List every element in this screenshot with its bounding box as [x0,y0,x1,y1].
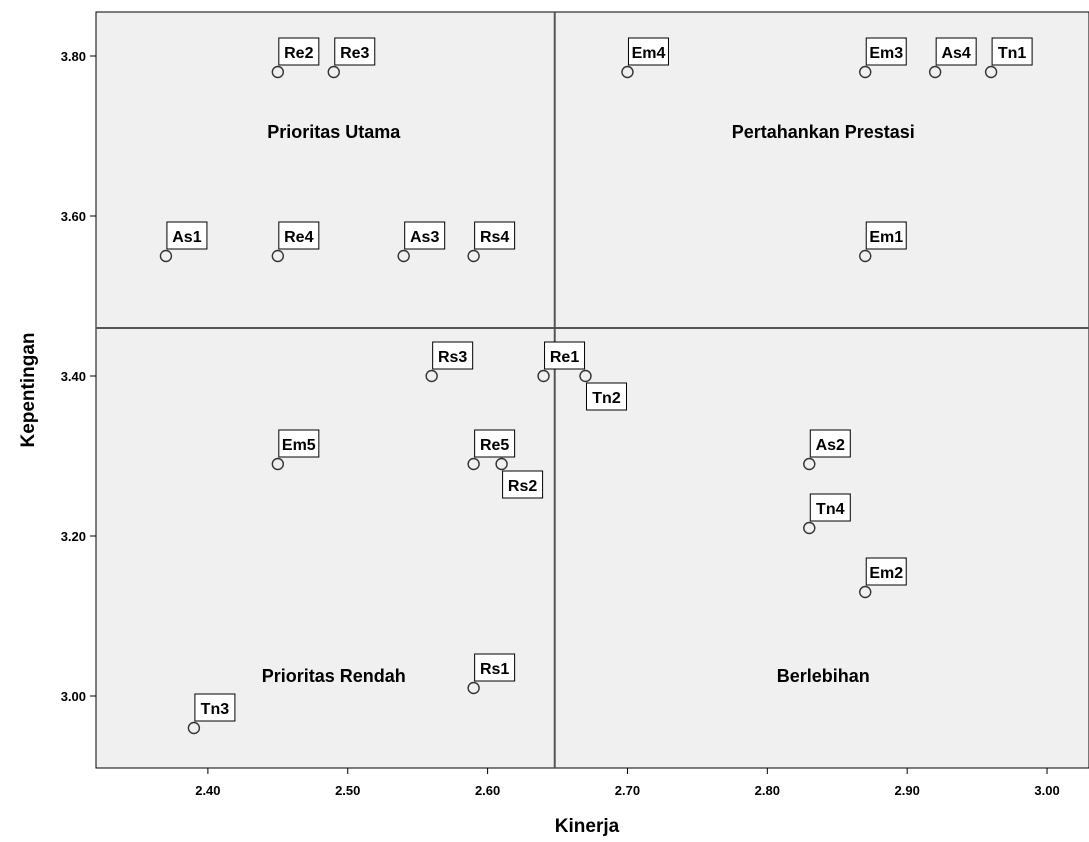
point-label: Em4 [632,45,666,62]
point-label: Em3 [869,45,903,62]
point-label-box [166,221,208,250]
scatter-point [803,457,816,471]
scatter-point [327,65,340,79]
point-label-box [474,653,516,682]
point-label: Em5 [282,437,316,454]
scatter-point [928,65,942,79]
scatter-point [495,457,508,471]
point-label-box [809,429,851,458]
scatter-point [467,249,480,263]
point-label: As4 [941,45,970,62]
point-label: Re3 [340,45,369,62]
y-axis-ticks: 3.00 3.20 3.40 3.60 3.80 [61,49,96,704]
point-label: Em1 [869,229,903,246]
x-tick-label: 2.90 [895,783,920,798]
point-label: Rs4 [480,229,509,246]
point-label-box [586,382,628,411]
point-label-box [544,341,586,370]
scatter-point [621,65,634,79]
scatter-point [537,369,550,383]
point-label-box [935,37,977,66]
quadrant-label: Pertahankan Prestasi [732,122,915,142]
scatter-point [579,369,592,383]
point-label-box [404,221,446,250]
point-label-box [502,470,544,499]
y-tick-label: 3.20 [61,529,86,544]
point-label-box [278,37,320,66]
point-label: Tn1 [998,45,1027,62]
point-label: As2 [816,437,845,454]
reference-lines [96,12,1089,768]
point-label: Re1 [550,349,579,366]
point-label-box [334,37,376,66]
y-tick-label: 3.60 [61,209,86,224]
point-label-box [865,221,907,250]
point-label: Rs3 [438,349,467,366]
y-tick-label: 3.40 [61,369,86,384]
quadrant-label: Prioritas Utama [267,122,401,142]
y-axis-title: Kepentingan [18,332,39,447]
scatter-point [271,249,285,263]
quadrant-label: Prioritas Rendah [262,666,406,686]
point-label-box [627,37,669,66]
scatter-point [803,521,816,535]
scatter-point [159,249,173,263]
point-label: Rs2 [508,478,537,495]
x-tick-label: 2.80 [755,783,780,798]
point-label-box [432,341,474,370]
point-label: As3 [410,229,439,246]
scatter-point [271,65,285,79]
point-label-box [474,221,516,250]
point-label-box [278,429,320,458]
x-tick-label: 2.70 [615,783,640,798]
quadrant-labels: Prioritas Utama Pertahankan Prestasi Prior… [262,122,915,686]
x-tick-label: 3.00 [1034,783,1059,798]
point-label-box [809,493,851,522]
scatter-point [467,457,480,471]
scatter-point [187,721,201,735]
scatter-point [859,585,872,599]
quadrant-label: Berlebihan [777,666,870,686]
y-tick-label: 3.00 [61,689,86,704]
scatter-point [271,457,285,471]
point-label: Tn2 [592,390,621,407]
point-label: Re2 [284,45,313,62]
point-label-box [865,557,907,586]
point-label-box [194,693,236,722]
scatter-point [425,369,438,383]
point-label: Em2 [869,565,903,582]
x-tick-label: 2.40 [195,783,220,798]
scatter-point [984,65,998,79]
x-axis-title: Kinerja [555,816,620,837]
x-axis-ticks: 2.40 2.50 2.60 2.70 2.80 2.90 3.00 [195,768,1060,798]
scatter-point [467,681,480,695]
scatter-point [397,249,410,263]
x-tick-label: 2.60 [475,783,500,798]
scatter-point [859,65,872,79]
point-label-box [278,221,320,250]
point-label-box [474,429,516,458]
x-tick-label: 2.50 [335,783,360,798]
point-label: Tn3 [201,701,230,718]
point-label: Re4 [284,229,313,246]
y-tick-label: 3.80 [61,49,86,64]
point-label-box [865,37,907,66]
point-label: As1 [172,229,201,246]
scatter-point [859,249,872,263]
point-label: Rs1 [480,661,509,678]
point-label-box [991,37,1033,66]
point-label: Tn4 [816,501,845,518]
data-points: Re2 Re3 Em4 Em3 As4 Tn1 As1 Re4 As3 Rs4 Em1 Rs3 Re1 T… [159,37,1033,735]
point-label: Re5 [480,437,509,454]
